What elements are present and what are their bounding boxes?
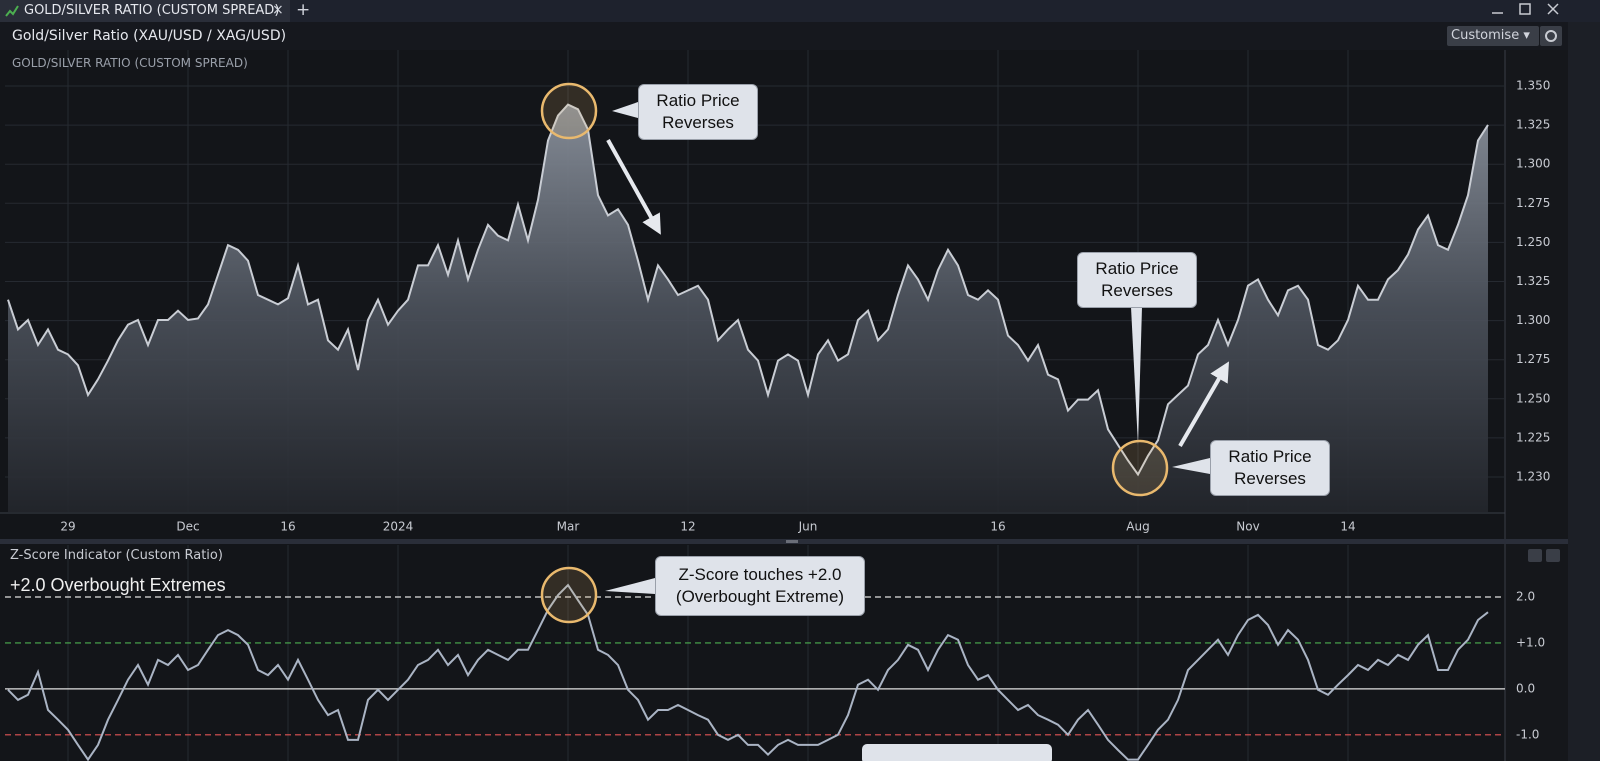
price-axis-bg <box>1505 50 1568 761</box>
area-fill <box>8 104 1488 512</box>
highlight-circle <box>1111 439 1169 497</box>
tab-close[interactable]: × <box>272 2 284 18</box>
y-tick-label: 1.250 <box>1516 235 1550 249</box>
level-annotation: +2.0 Overbought Extremes <box>10 575 226 595</box>
x-tick-label: 12 <box>680 520 695 534</box>
callout: Ratio Price Reverses <box>1077 252 1197 308</box>
y-tick-label: 1.325 <box>1516 118 1550 132</box>
customise-button[interactable]: Customise ▾ <box>1447 26 1539 46</box>
pane-title: Z-Score Indicator (Custom Ratio) <box>10 548 223 563</box>
settings-icon[interactable] <box>1545 30 1557 42</box>
side-strip <box>1568 22 1600 761</box>
pane-separator[interactable] <box>0 539 1568 544</box>
y-tick-label: 1.300 <box>1516 313 1550 327</box>
y-tick-label: 1.350 <box>1516 79 1550 93</box>
x-tick-label: 16 <box>990 520 1005 534</box>
tab-title[interactable]: GOLD/SILVER RATIO (CUSTOM SPREAD) <box>24 3 280 18</box>
x-tick-label: 29 <box>60 520 75 534</box>
zscore-line <box>7 583 1489 761</box>
callout-pointer <box>605 578 655 594</box>
y-tick-label: -1.0 <box>1516 727 1539 741</box>
tab-icon <box>5 5 19 17</box>
callout-partial <box>862 744 1052 761</box>
pane-title: GOLD/SILVER RATIO (CUSTOM SPREAD) <box>12 56 248 70</box>
x-tick-label: Mar <box>557 520 580 534</box>
separator-handle[interactable] <box>786 540 798 543</box>
x-tick-label: 14 <box>1340 520 1355 534</box>
callout: Ratio Price Reverses <box>638 84 758 140</box>
highlight-circle <box>540 82 598 140</box>
y-tick-label: 1.325 <box>1516 274 1550 288</box>
callout-pointer <box>1131 307 1142 445</box>
x-tick-label: Nov <box>1236 520 1259 534</box>
y-tick-label: 1.275 <box>1516 352 1550 366</box>
marks <box>7 103 1489 761</box>
window-close[interactable] <box>1547 3 1559 15</box>
tab-bar <box>0 0 1600 22</box>
header-bar <box>0 22 1600 50</box>
header-title: Gold/Silver Ratio (XAU/USD / XAG/USD) <box>12 28 287 44</box>
highlight-circle <box>540 566 598 624</box>
y-tick-label: 1.230 <box>1516 470 1550 484</box>
x-tick-label: 2024 <box>383 520 414 534</box>
tab[interactable] <box>0 0 290 22</box>
callout: Z-Score touches +2.0 (Overbought Extreme… <box>655 556 865 616</box>
customise-label[interactable]: Customise <box>1451 28 1520 43</box>
x-tick-label: Jun <box>798 520 818 534</box>
callout-pointer <box>612 102 638 118</box>
pane-icon[interactable] <box>1528 549 1542 562</box>
annotations <box>5 3 1562 761</box>
y-tick-label: 1.300 <box>1516 157 1550 171</box>
x-tick-label: Dec <box>176 520 199 534</box>
y-tick-label: 0.0 <box>1516 681 1535 695</box>
x-tick-label: Aug <box>1126 520 1149 534</box>
y-tick-label: 1.225 <box>1516 430 1550 444</box>
callout: Ratio Price Reverses <box>1210 440 1330 496</box>
callout-pointer <box>1172 458 1210 474</box>
arrow <box>1178 361 1230 448</box>
settings-button[interactable] <box>1540 26 1562 46</box>
y-tick-label: +1.0 <box>1516 635 1545 649</box>
x-tick-label: 16 <box>280 520 295 534</box>
arrow <box>606 139 661 235</box>
price-line <box>7 103 1489 477</box>
pane-close[interactable] <box>1546 549 1560 562</box>
y-tick-label: 1.275 <box>1516 196 1550 210</box>
maximize[interactable] <box>1519 3 1531 15</box>
y-tick-label: 1.250 <box>1516 391 1550 405</box>
tab-add[interactable]: + <box>296 0 311 20</box>
y-tick-label: 2.0 <box>1516 589 1535 603</box>
